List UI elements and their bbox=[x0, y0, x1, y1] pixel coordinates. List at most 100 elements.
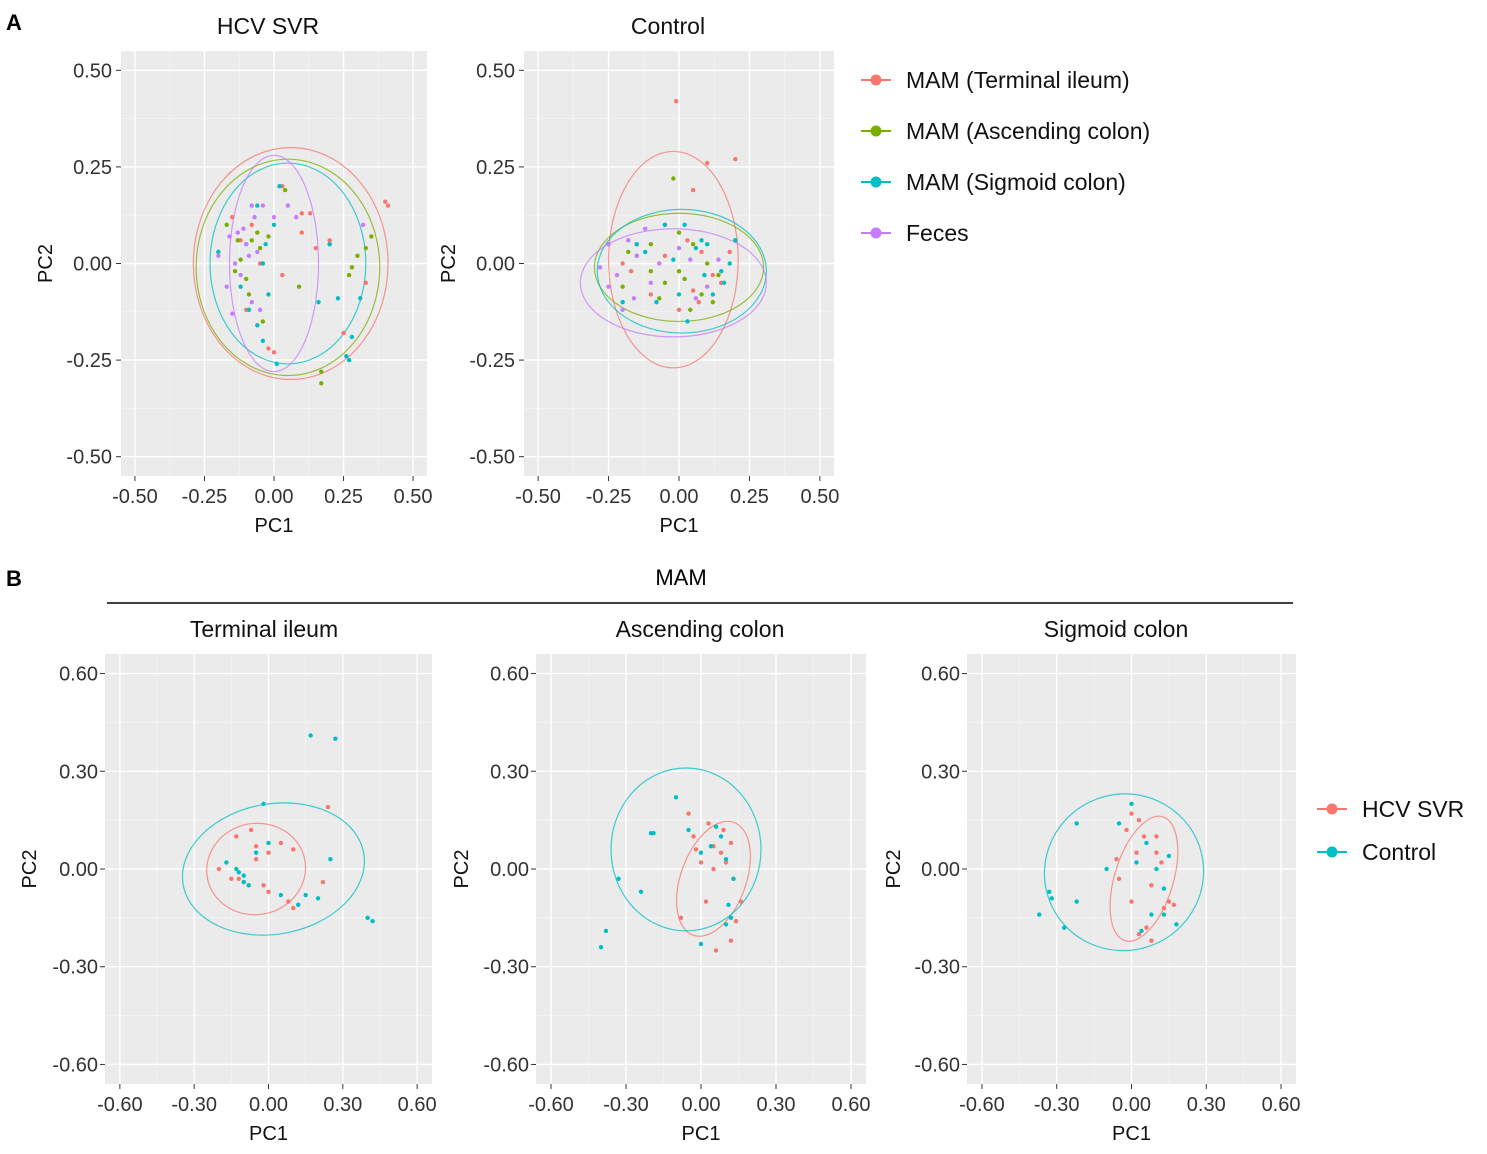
y-tick-label: 0.60 bbox=[490, 664, 529, 686]
legend-a-label: MAM (Terminal ileum) bbox=[906, 67, 1130, 93]
plot-title: HCV SVR bbox=[217, 13, 319, 39]
legend-b-item: HCV SVR bbox=[1317, 796, 1464, 822]
plot-title: Control bbox=[631, 13, 705, 39]
data-point-control bbox=[673, 795, 679, 800]
data-point-feces bbox=[688, 257, 693, 262]
data-point-hcv-svr bbox=[728, 840, 734, 846]
data-point-mam-sigmoid-colon bbox=[316, 299, 321, 305]
data-point-mam-ascending-colon bbox=[257, 245, 263, 251]
data-point-mam-terminal-ileum bbox=[648, 292, 654, 297]
data-point-hcv-svr bbox=[291, 905, 296, 911]
data-point-hcv-svr bbox=[1129, 899, 1134, 904]
y-axis-label: PC2 bbox=[883, 850, 905, 889]
x-axis-label: PC1 bbox=[660, 515, 699, 537]
legend-a-item: MAM (Sigmoid colon) bbox=[861, 169, 1126, 195]
data-point-mam-ascending-colon bbox=[682, 276, 687, 282]
y-tick-label: 0.00 bbox=[921, 859, 960, 881]
data-point-mam-ascending-colon bbox=[224, 222, 229, 228]
data-point-control bbox=[1049, 896, 1054, 901]
data-point-mam-ascending-colon bbox=[620, 284, 625, 289]
y-tick-label: 0.30 bbox=[59, 761, 98, 783]
data-point-hcv-svr bbox=[1166, 899, 1172, 904]
data-point-control bbox=[303, 892, 308, 898]
data-point-feces bbox=[606, 284, 611, 289]
data-point-feces bbox=[285, 203, 291, 208]
data-point-hcv-svr bbox=[320, 879, 326, 885]
data-point-mam-ascending-colon bbox=[246, 292, 252, 297]
data-point-mam-sigmoid-colon bbox=[699, 238, 704, 243]
x-tick-label: -0.60 bbox=[959, 1094, 1005, 1116]
legend-a-label: Feces bbox=[906, 220, 969, 246]
y-tick-label: -0.30 bbox=[52, 957, 98, 979]
data-point-control bbox=[261, 801, 266, 807]
data-point-mam-sigmoid-colon bbox=[710, 292, 716, 297]
data-point-mam-terminal-ileum bbox=[699, 249, 704, 255]
confidence-ellipse-mam-terminal-ileum bbox=[192, 146, 389, 381]
data-point-control bbox=[698, 850, 704, 855]
panel-label-b: B bbox=[6, 566, 22, 591]
x-axis-label: PC1 bbox=[249, 1123, 288, 1145]
data-point-mam-sigmoid-colon bbox=[634, 241, 639, 247]
data-point-mam-terminal-ileum bbox=[249, 222, 254, 228]
data-point-mam-sigmoid-colon bbox=[642, 249, 648, 255]
data-point-mam-terminal-ileum bbox=[690, 187, 696, 193]
data-point-mam-ascending-colon bbox=[249, 238, 254, 243]
x-tick-label: -0.25 bbox=[586, 486, 632, 508]
data-point-hcv-svr bbox=[216, 866, 222, 872]
data-point-mam-ascending-colon bbox=[648, 269, 654, 274]
data-point-control bbox=[686, 827, 691, 833]
data-point-control bbox=[1166, 853, 1172, 859]
data-point-mam-sigmoid-colon bbox=[216, 249, 221, 255]
data-point-feces bbox=[241, 226, 246, 231]
legend-a-key-dot bbox=[870, 125, 882, 137]
data-point-feces bbox=[243, 241, 249, 247]
plot-terminal-ileum: -0.60 -0.60 -0.30 -0.30 0.00 0.00 0.30 0.30 0.60… bbox=[19, 616, 437, 1145]
data-point-mam-terminal-ileum bbox=[299, 230, 305, 235]
y-tick-label: 0.00 bbox=[59, 859, 98, 881]
data-point-control bbox=[651, 830, 656, 836]
x-tick-label: 0.00 bbox=[660, 486, 699, 508]
plot-data bbox=[1037, 793, 1205, 952]
data-point-mam-ascending-colon bbox=[676, 269, 682, 274]
data-point-control bbox=[241, 879, 246, 885]
x-tick-label: 0.00 bbox=[255, 486, 294, 508]
data-point-mam-ascending-colon bbox=[657, 296, 662, 301]
data-point-hcv-svr bbox=[278, 840, 284, 846]
data-point-control bbox=[638, 889, 644, 895]
data-point-hcv-svr bbox=[733, 918, 739, 924]
x-tick-label: 0.50 bbox=[394, 486, 433, 508]
data-point-hcv-svr bbox=[325, 804, 331, 810]
data-point-hcv-svr bbox=[711, 866, 716, 872]
data-point-control bbox=[603, 928, 609, 934]
data-point-mam-ascending-colon bbox=[690, 241, 696, 247]
data-point-hcv-svr bbox=[1129, 811, 1134, 816]
data-point-control bbox=[1037, 912, 1042, 917]
data-point-mam-sigmoid-colon bbox=[349, 334, 355, 340]
data-point-mam-ascending-colon bbox=[235, 238, 241, 243]
legend-b-key-dot bbox=[1326, 803, 1338, 815]
data-point-control bbox=[723, 922, 729, 927]
data-point-feces bbox=[249, 299, 254, 305]
confidence-ellipse-feces bbox=[228, 154, 320, 373]
data-point-control bbox=[296, 902, 301, 908]
data-point-feces bbox=[260, 203, 266, 208]
y-tick-label: -0.30 bbox=[914, 957, 960, 979]
data-point-mam-ascending-colon bbox=[626, 249, 631, 255]
data-point-mam-terminal-ileum bbox=[307, 211, 313, 216]
confidence-ellipse-mam-sigmoid-colon bbox=[596, 208, 767, 334]
data-point-control bbox=[726, 902, 731, 908]
data-point-hcv-svr bbox=[738, 899, 744, 904]
data-point-mam-ascending-colon bbox=[355, 253, 360, 258]
data-point-hcv-svr bbox=[718, 850, 724, 855]
data-point-mam-terminal-ileum bbox=[383, 199, 388, 204]
plot-data bbox=[181, 733, 375, 936]
data-point-mam-ascending-colon bbox=[319, 381, 324, 386]
legend-a-item: MAM (Ascending colon) bbox=[861, 118, 1150, 144]
data-point-control bbox=[365, 915, 370, 921]
data-point-feces bbox=[224, 284, 229, 289]
data-point-mam-ascending-colon bbox=[662, 280, 668, 286]
data-point-feces bbox=[257, 307, 263, 313]
data-point-control bbox=[1149, 912, 1154, 917]
data-point-mam-sigmoid-colon bbox=[358, 296, 363, 301]
data-point-hcv-svr bbox=[253, 843, 259, 849]
